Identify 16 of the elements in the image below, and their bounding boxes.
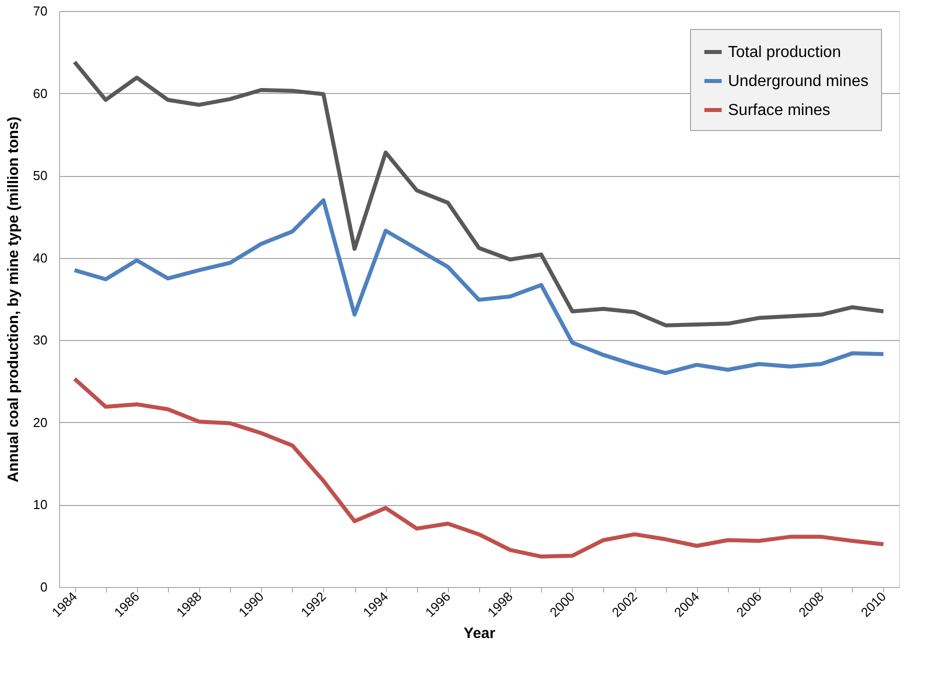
legend-label: Underground mines — [728, 73, 869, 90]
line-series — [72, 376, 886, 559]
y-tick-label: 30 — [33, 332, 48, 348]
y-tick-label: 70 — [33, 4, 48, 18]
y-axis-title: Annual coal production, by mine type (million tons) — [5, 116, 22, 482]
line-series — [72, 198, 886, 376]
line-series — [72, 60, 886, 328]
y-tick-label: 20 — [33, 414, 48, 430]
legend-label: Total production — [728, 44, 841, 61]
y-tick-label: 60 — [33, 86, 48, 101]
y-tick-label: 50 — [33, 168, 48, 184]
legend-label: Surface mines — [728, 102, 830, 119]
y-tick-label: 10 — [33, 497, 48, 512]
y-tick-label: 40 — [33, 250, 48, 266]
y-tick-label: 0 — [40, 580, 48, 594]
x-axis-title: Year — [464, 624, 496, 642]
